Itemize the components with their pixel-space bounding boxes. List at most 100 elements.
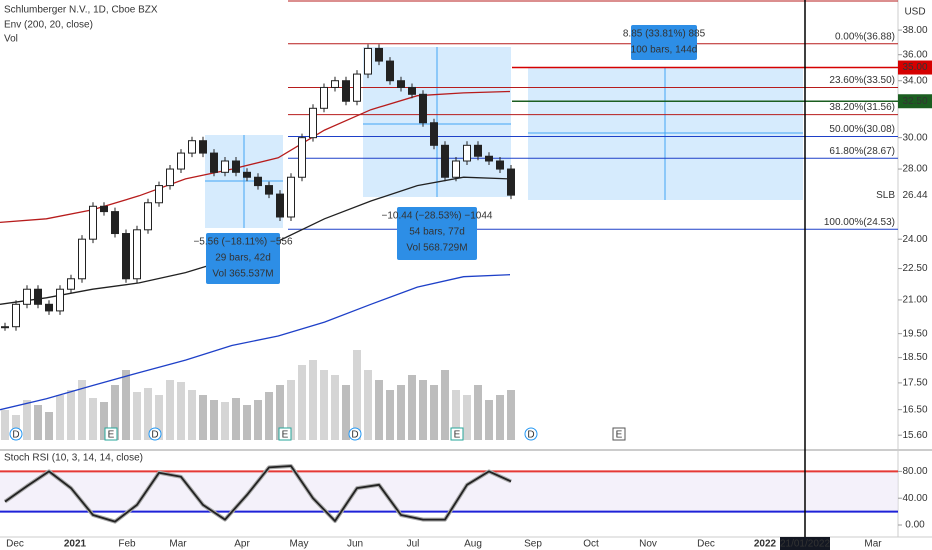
chart-title: Schlumberger N.V., 1D, Cboe BZX [4,5,158,16]
event-label: D [12,430,19,441]
volume-bar [56,395,64,440]
y-tick-label: 28.00 [902,164,927,175]
candle-body [188,140,196,154]
candle-body [254,176,262,187]
candle-body [122,233,130,280]
envelope-line [0,274,511,411]
volume-bar [166,380,174,440]
candle-body [78,238,86,280]
price-tag-label: 32.50 [902,96,927,107]
volume-bar [122,370,130,440]
volume-bar [331,375,339,440]
candle-body [1,326,9,329]
crosshair-label-box [780,537,830,550]
fib-label: 50.00%(30.08) [829,124,895,135]
candle-body [331,80,339,88]
volume-bar [364,370,372,440]
event-label: E [108,430,115,441]
indicator-label: Env (200, 20, close) [4,20,93,31]
event-marker [450,427,464,441]
candle-body [232,160,240,173]
candle-body [133,229,141,280]
volume-bar [210,400,218,440]
price-tag [898,60,932,75]
time-label: Nov [639,539,657,550]
volume-bar [298,365,306,440]
volume-bar [265,392,273,440]
price-tag-label: 35.00 [902,62,927,73]
candle-body [100,205,108,213]
y-tick-label: 34.00 [902,75,927,86]
stoch-tick-label: 40.00 [902,493,927,504]
measure-label-box [631,25,697,60]
candle-body [45,303,53,312]
candle-body [419,93,427,124]
time-label: Feb [118,539,136,550]
stoch-band [0,471,898,512]
last-price: 26.44 [902,190,927,201]
time-label: Oct [583,539,599,550]
volume-bar [45,412,53,440]
event-marker [278,427,292,441]
y-tick-label: 16.50 [902,404,927,415]
stoch-k [4,465,512,523]
volume-bar [111,385,119,440]
event-marker [9,427,23,441]
event-marker [148,427,162,441]
fib-label: 100.00%(24.53) [824,217,895,228]
candle-body [199,140,207,154]
volume-bar [386,390,394,440]
time-label: Sep [524,539,542,550]
candle-body [287,176,295,218]
time-label: 2021 [64,539,87,550]
y-tick-label: 21.00 [902,295,927,306]
candle-body [364,47,372,75]
volume-bar [144,388,152,440]
candle-body [507,168,515,196]
candle-body [34,288,42,305]
candle-body [210,152,218,173]
volume-bar [287,380,295,440]
volume-bar [441,370,449,440]
time-label: Apr [234,539,250,550]
candle-body [276,193,284,218]
volume-bar [155,395,163,440]
fib-label: 61.80%(28.67) [829,146,895,157]
volume-bar [485,400,493,440]
event-label: E [282,430,289,441]
volume-bar [507,390,515,440]
fib-label: 38.20%(31.56) [829,102,895,113]
volume-bar [23,400,31,440]
candle-body [243,171,251,178]
candle-body [452,160,460,178]
candle-body [298,137,306,178]
fib-label: 0.00%(36.88) [835,31,895,42]
candle-body [408,86,416,95]
measure-label: Vol 365.537M [212,269,273,280]
volume-bar [463,395,471,440]
candle-body [67,278,75,290]
event-label: D [151,430,158,441]
candle-body [56,288,64,312]
candle-body [342,80,350,102]
event-marker [612,427,626,441]
price-tag [898,94,932,109]
volume-bar [276,385,284,440]
candle-body [309,107,317,139]
time-label: May [290,539,309,550]
measure-label: 54 bars, 77d [409,227,465,238]
candle-body [166,168,174,187]
y-tick-label: 24.00 [902,234,927,245]
candle-body [441,144,449,178]
volume-bar [100,402,108,440]
candle-body [474,144,482,157]
candle-body [386,60,394,82]
stoch-tick-label: 0.00 [905,520,925,531]
event-label: D [527,430,534,441]
candle-body [353,73,361,102]
y-tick-label: 17.50 [902,378,927,389]
candle-body [221,160,229,173]
volume-bar [232,398,240,440]
volume-bar [67,390,75,440]
